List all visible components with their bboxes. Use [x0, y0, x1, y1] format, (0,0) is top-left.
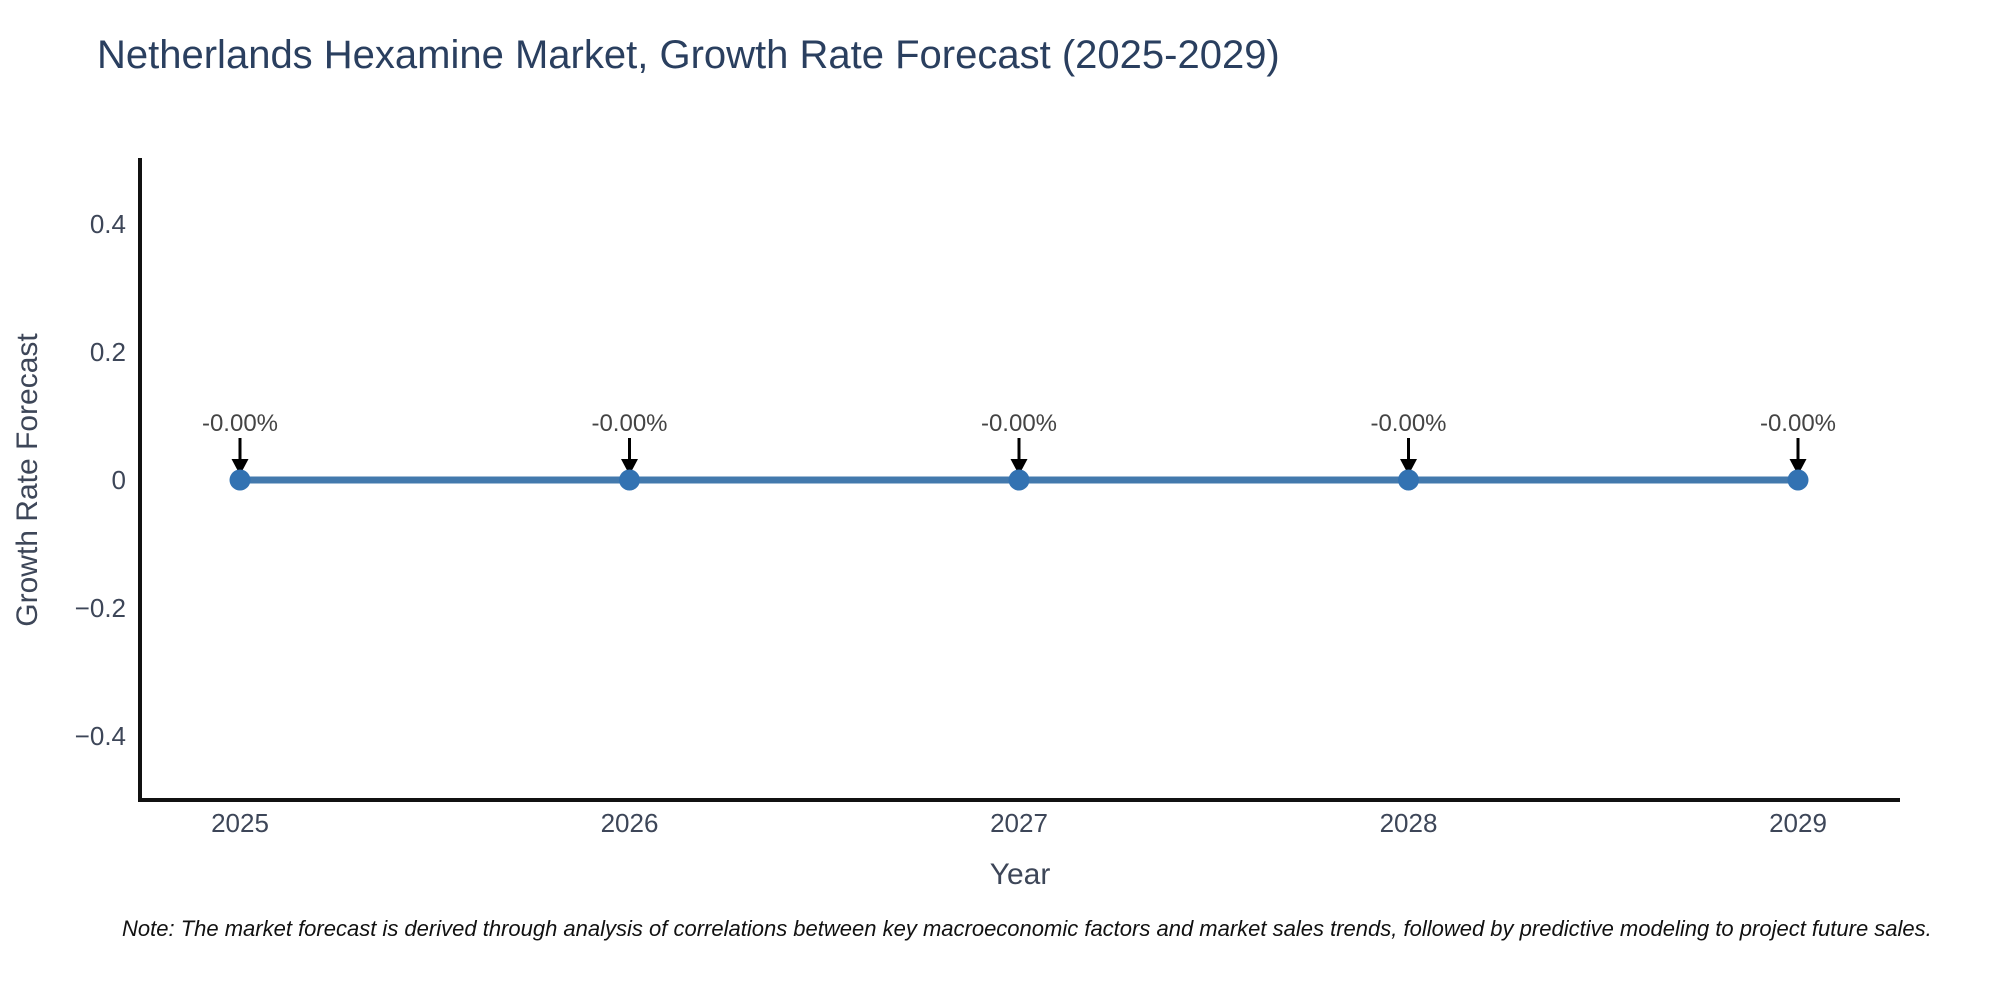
x-axis-title: Year — [989, 858, 1051, 891]
annotation-arrowhead-icon — [1789, 459, 1807, 475]
forecast-methodology-note: Note: The market forecast is derived thr… — [122, 916, 1932, 941]
annotation-arrowhead-icon — [621, 459, 638, 475]
annotation-arrowhead-icon — [1010, 459, 1028, 475]
data-point-marker[interactable] — [1787, 469, 1809, 491]
y-tick-label: 0.4 — [90, 209, 126, 239]
x-tick-label: 2027 — [990, 808, 1048, 838]
y-tick-label: −0.4 — [75, 721, 126, 751]
x-tick-label: 2025 — [211, 808, 269, 838]
point-value-label: -0.00% — [591, 410, 667, 437]
data-point-marker[interactable] — [1398, 469, 1419, 491]
y-tick-label: 0 — [112, 465, 126, 495]
data-point-marker[interactable] — [1008, 469, 1030, 491]
data-point-marker[interactable] — [619, 469, 640, 491]
data-point-marker[interactable] — [229, 469, 251, 491]
x-tick-label: 2029 — [1769, 808, 1827, 838]
y-tick-label: 0.2 — [90, 337, 126, 367]
annotation-arrowhead-icon — [1400, 459, 1417, 475]
point-value-label: -0.00% — [202, 410, 278, 437]
chart-title: Netherlands Hexamine Market, Growth Rate… — [97, 33, 1280, 77]
point-value-label: -0.00% — [1370, 410, 1446, 437]
annotation-arrowhead-icon — [231, 459, 249, 475]
y-tick-label: −0.2 — [75, 593, 126, 623]
point-value-label: -0.00% — [1760, 410, 1836, 437]
point-value-label: -0.00% — [981, 410, 1057, 437]
x-tick-label: 2028 — [1380, 808, 1438, 838]
x-tick-label: 2026 — [601, 808, 659, 838]
